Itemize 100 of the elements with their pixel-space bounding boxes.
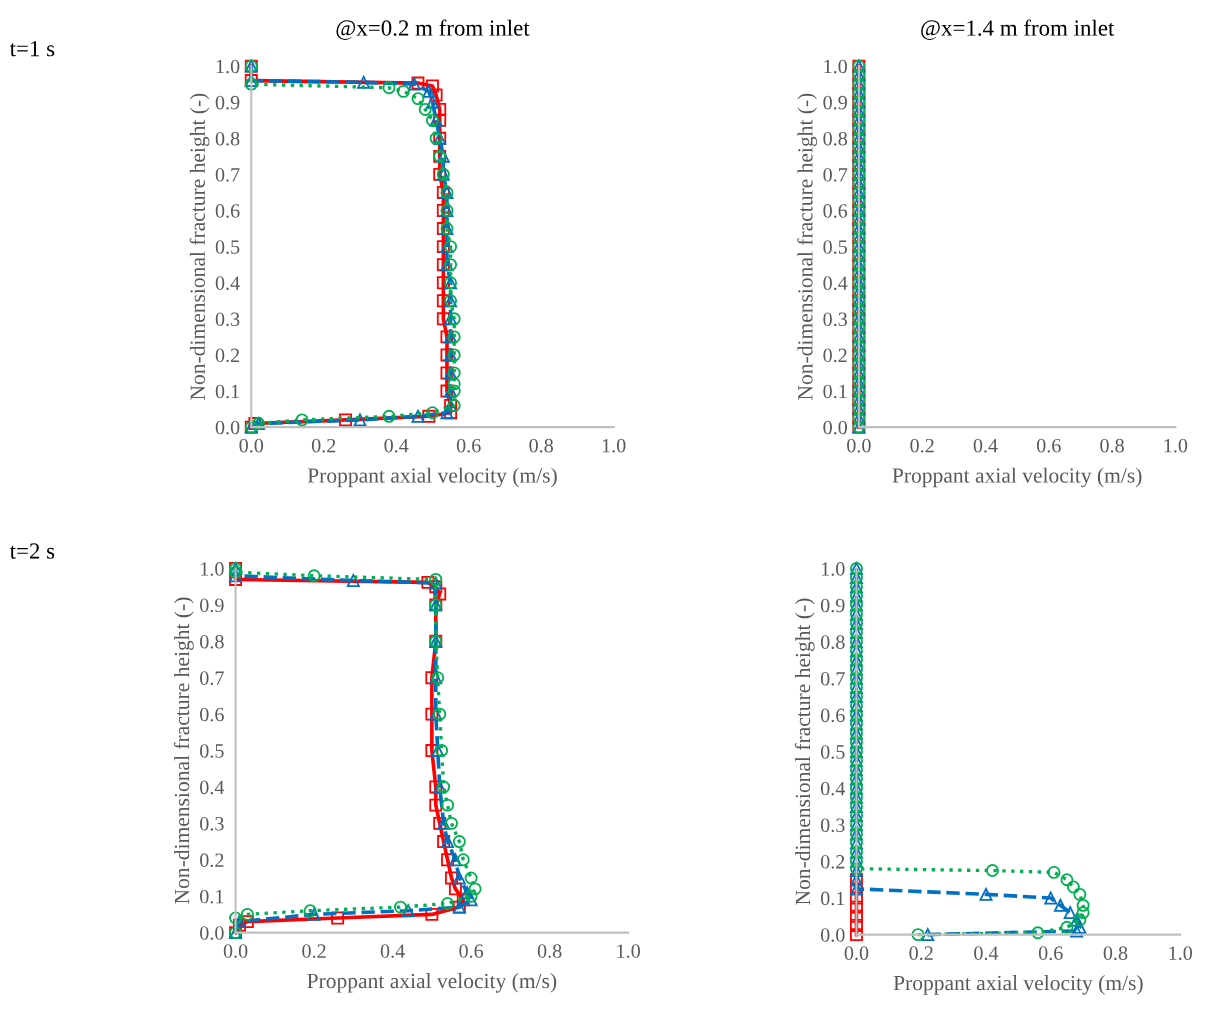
y-tick-label: 1.0	[821, 562, 845, 576]
x-tick-label: 0.4	[973, 438, 998, 453]
point	[407, 77, 421, 91]
point	[464, 893, 478, 907]
x-tick-label: 0.6	[1036, 438, 1061, 453]
y-tick-label: 0.2	[820, 854, 845, 869]
point	[456, 853, 470, 867]
point	[436, 222, 450, 236]
text: t=1 s	[9, 41, 55, 57]
point	[426, 95, 439, 109]
point	[440, 240, 454, 254]
x-tick-label: 1.0	[1169, 946, 1193, 960]
point	[331, 911, 345, 925]
point	[425, 907, 439, 921]
point	[985, 864, 999, 878]
y-tick-label: 0.0	[215, 420, 240, 435]
point	[307, 569, 321, 583]
point	[1053, 898, 1067, 912]
point	[429, 113, 443, 127]
chart-title: @x=1.4 m from inlet	[921, 19, 1115, 40]
x-tick-label: 0.2	[910, 438, 934, 453]
point	[979, 887, 993, 901]
y-tick-label: 0.4	[823, 276, 848, 290]
point	[433, 780, 447, 794]
x-tick-label: 0.8	[537, 944, 562, 958]
point	[440, 258, 454, 272]
point	[441, 853, 455, 867]
point	[411, 409, 425, 423]
y-tick-label: 0.9	[820, 598, 845, 613]
point	[240, 915, 254, 929]
x-tick-label: 0.0	[844, 946, 869, 960]
point	[1060, 920, 1074, 934]
point	[436, 204, 450, 217]
x-tick-label: 0.6	[456, 438, 481, 453]
y-tick-label: 0.7	[200, 671, 224, 685]
point	[418, 102, 432, 116]
point	[429, 88, 443, 102]
y-tick-label: 0.0	[823, 420, 848, 435]
point	[397, 84, 410, 98]
point	[1060, 873, 1074, 887]
point	[382, 409, 396, 423]
y-tick-label: 0.6	[200, 707, 224, 722]
point	[850, 909, 863, 923]
x-tick-label: 0.8	[529, 438, 553, 453]
y-tick-label: 0.3	[215, 312, 240, 327]
y-tick-label: 0.6	[820, 708, 845, 723]
point	[382, 81, 396, 95]
point	[441, 798, 455, 812]
point	[445, 871, 458, 885]
point	[353, 413, 367, 427]
x-tick-label: 0.2	[302, 944, 326, 958]
point	[346, 574, 360, 587]
y-tick-label: 0.3	[823, 312, 847, 327]
x-tick-label: 0.0	[847, 438, 871, 453]
y-axis-title: Non-dimensional fracture height (-)	[797, 93, 818, 400]
point	[452, 835, 466, 849]
y-tick-label: 1.0	[201, 562, 224, 576]
point	[436, 240, 450, 254]
y-tick-label: 0.7	[215, 168, 240, 182]
point	[1073, 887, 1087, 901]
point	[411, 92, 425, 106]
point	[850, 900, 863, 914]
point	[435, 744, 449, 758]
y-tick-label: 0.5	[200, 744, 224, 758]
point	[460, 886, 474, 899]
chart-title: @x=0.2 m from inlet	[336, 19, 530, 40]
x-tick-label: 0.0	[239, 438, 264, 453]
y-tick-label: 0.2	[215, 348, 240, 363]
point	[447, 377, 461, 391]
point	[440, 406, 454, 420]
point	[468, 882, 482, 896]
y-axis-title: Non-dimensional fracture height (-)	[189, 93, 210, 400]
point	[431, 744, 445, 758]
y-tick-label: 0.2	[823, 348, 847, 363]
y-tick-label: 0.2	[200, 853, 224, 868]
x-tick-label: 1.0	[602, 438, 626, 453]
point	[429, 572, 443, 586]
y-tick-label: 0.3	[820, 818, 845, 833]
y-tick-label: 0.1	[823, 384, 847, 399]
point	[436, 276, 450, 290]
point	[393, 900, 407, 914]
point	[436, 258, 450, 272]
y-axis-title: Non-dimensional fracture height (-)	[173, 597, 194, 904]
point	[1044, 891, 1058, 905]
text: t=2 s	[9, 543, 55, 559]
x-tick-label: 0.6	[1038, 946, 1063, 960]
x-axis-title: Proppant axial velocity (m/s)	[307, 973, 557, 993]
point	[229, 911, 243, 925]
point	[229, 565, 243, 579]
point	[911, 928, 925, 942]
point	[448, 853, 462, 867]
y-tick-label: 0.0	[820, 928, 845, 942]
x-tick-label: 0.8	[1100, 438, 1124, 453]
y-tick-label: 0.6	[823, 204, 848, 218]
y-tick-label: 0.8	[820, 635, 845, 649]
point	[464, 889, 478, 903]
point	[441, 835, 455, 849]
y-tick-label: 1.0	[824, 59, 848, 74]
y-tick-label: 0.5	[820, 745, 845, 759]
y-axis-title: Non-dimensional fracture height (-)	[794, 598, 815, 905]
